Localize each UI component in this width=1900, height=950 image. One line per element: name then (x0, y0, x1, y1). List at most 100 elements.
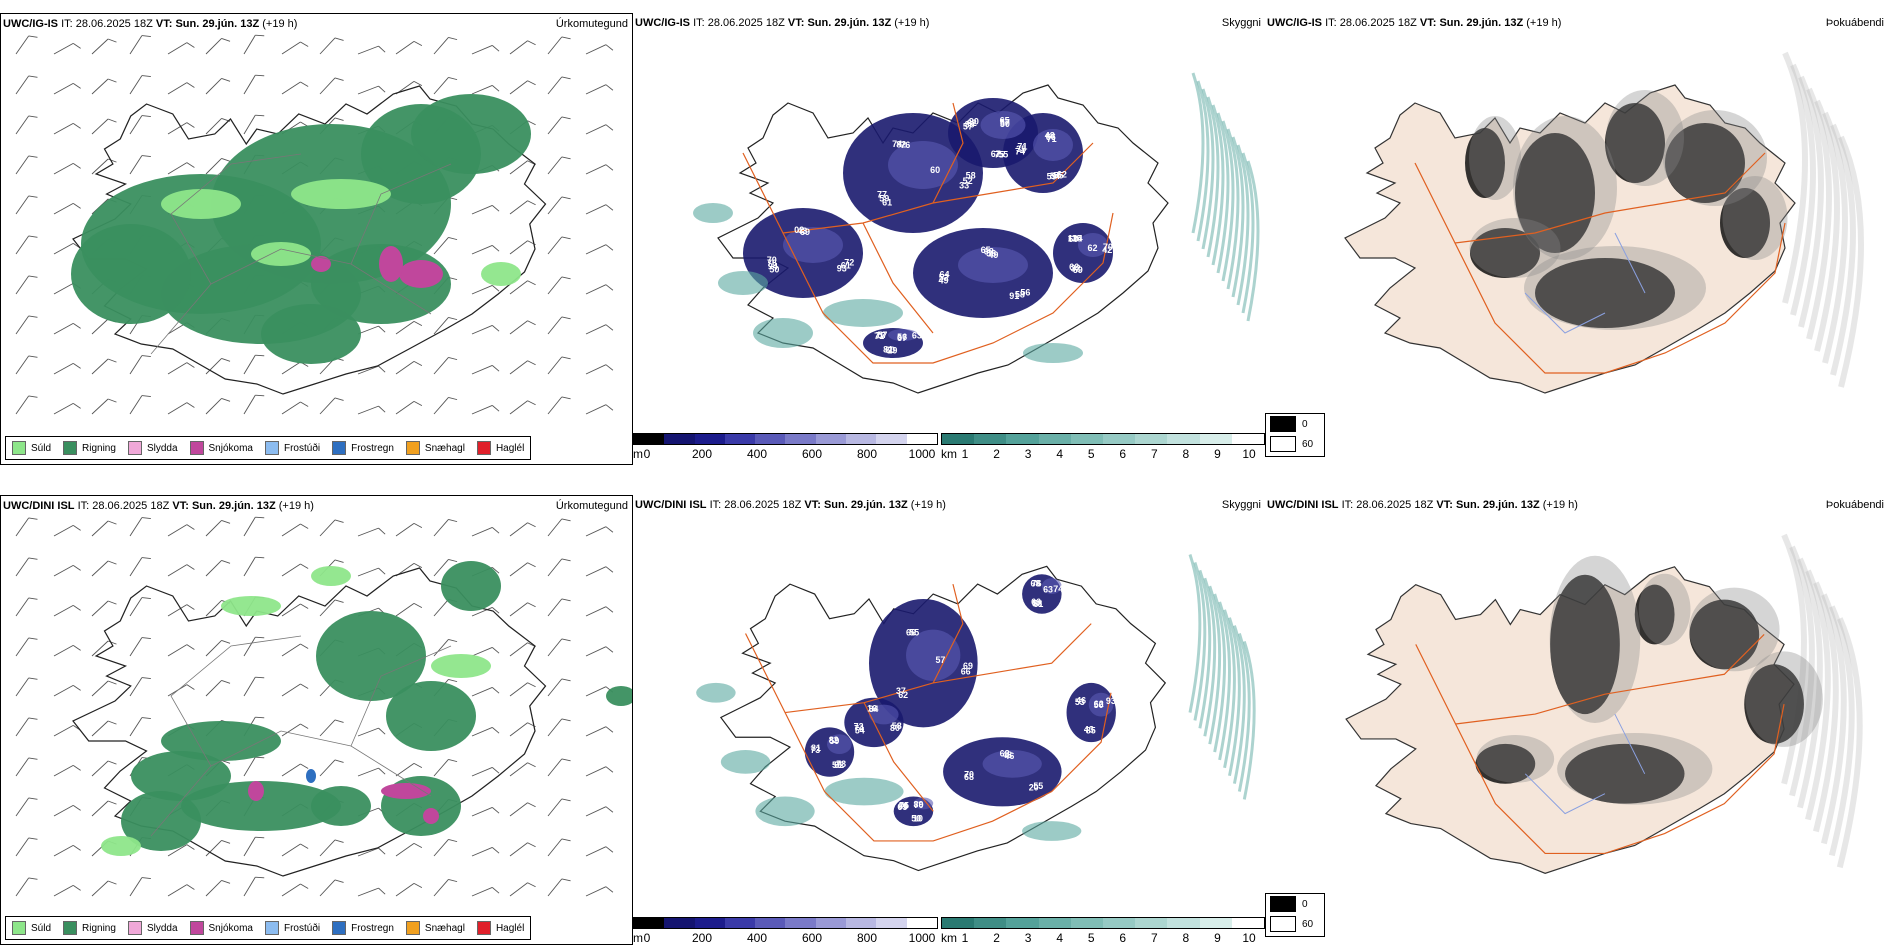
wind-barb (243, 74, 265, 95)
snow-area (423, 808, 439, 824)
wind-barb (319, 599, 344, 617)
cloud-base-label: 93 (837, 264, 847, 274)
cloud-colorbar: m 0 200 400 600 800 1000 (633, 431, 938, 465)
colorbar-tick: 1000 (908, 931, 936, 945)
colorbar-segment (1006, 434, 1039, 444)
wind-barb (243, 354, 265, 375)
wind-barb (91, 560, 117, 577)
fog-area (1557, 732, 1713, 805)
colorbar-segment (1231, 434, 1265, 444)
visibility-patch (718, 271, 768, 295)
dense-fog-area (1535, 258, 1675, 328)
road-network (1415, 634, 1785, 855)
colorbar-tick: 7 (1150, 447, 1158, 461)
legend-item: Rigning (63, 921, 116, 935)
cloud-base-label: 73 (854, 722, 864, 732)
legend-item: Snæhagl (405, 441, 465, 455)
cloud-base-label: 74 (1015, 146, 1025, 156)
cloud-base-label: 66 (1069, 262, 1079, 272)
cloud-base-label: 66 (898, 801, 908, 811)
wind-barb (167, 844, 195, 857)
cloud-base-label: 69 (963, 661, 973, 671)
cloud-base-label: 71 (874, 331, 884, 341)
cloud-base-label: 94 (768, 261, 778, 271)
cloud-base-label: 80 (965, 120, 975, 130)
wind-barb (15, 797, 38, 817)
cloud-base-label: 55 (998, 150, 1008, 160)
colorbar-tick: 0 (643, 447, 651, 461)
legend-label: Rigning (82, 442, 116, 454)
colorbar-segment (974, 918, 1007, 928)
fog-shading (1782, 51, 1808, 304)
wind-barb (281, 723, 309, 737)
cloud-area-mid (888, 329, 918, 341)
colorbar-tick: 4 (1056, 931, 1063, 945)
cloud-base-label: 53 (1075, 697, 1085, 707)
road-network (150, 635, 452, 837)
cloud-area-mid (888, 141, 958, 189)
cloud-base-label: 70 (767, 255, 777, 265)
wind-barb (53, 202, 81, 215)
wind-barb (91, 78, 117, 95)
legend-item: Snjókoma (189, 441, 253, 455)
cloud-base-label: 52 (939, 272, 949, 282)
colorbar-segment (1231, 918, 1265, 928)
wind-barb (91, 38, 117, 55)
colorbar-segment (724, 918, 756, 928)
wind-barb (167, 42, 195, 55)
cloud-base-label: 59 (829, 736, 839, 746)
wind-barb (357, 727, 386, 737)
cloud-base-label: 43 (1084, 724, 1094, 734)
cloud-base-label: 58 (1032, 598, 1042, 608)
colorbar-segment (1199, 918, 1232, 928)
wind-barb (547, 718, 571, 737)
cloud-base-label: 70 (1103, 242, 1113, 252)
wind-barb (509, 280, 536, 295)
snow-area (381, 783, 431, 799)
colorbar-segment (664, 918, 695, 928)
low-visibility-band (1237, 633, 1251, 792)
cloud-base-label: 52 (963, 176, 973, 186)
snow-area (248, 781, 264, 801)
fog-shading (1813, 581, 1839, 833)
wind-barb (15, 517, 38, 537)
legend-item: Rigning (63, 441, 116, 455)
wind-barb (471, 526, 500, 537)
wind-barb (433, 638, 458, 657)
cloud-area-mid (1033, 129, 1073, 161)
colorbar-tick: 800 (856, 447, 878, 461)
wind-barb (357, 527, 386, 537)
cloud-base-label: 76 (767, 258, 777, 268)
wind-barb (281, 603, 309, 617)
legend-label: Súld (31, 922, 52, 934)
wind-barb (53, 42, 81, 55)
wind-barb (547, 36, 571, 55)
wind-barb (585, 404, 614, 415)
colorbar-segment (906, 434, 937, 444)
cloud-base-label: 124 (1068, 233, 1083, 243)
cloud-base-label: 64 (939, 269, 949, 279)
panel-title: Þokuábendi (1825, 499, 1884, 511)
wind-barb (129, 677, 151, 697)
cloud-base-label: 46 (1004, 751, 1014, 761)
colorbar-segment (1070, 918, 1104, 928)
cloud-base-label: 91 (1009, 291, 1019, 301)
cloud-base-label: 61 (1033, 599, 1043, 609)
colorbar-tick: 8 (1182, 931, 1190, 945)
rain-area (411, 94, 531, 174)
wind-barb (243, 836, 265, 857)
cloud-area-mid (1041, 578, 1062, 595)
colorbar-tick: 6 (1119, 931, 1127, 945)
fog-area (1745, 651, 1823, 747)
wind-barb (91, 880, 117, 897)
cloud-area-mid (980, 111, 1026, 139)
wind-barb (547, 878, 571, 897)
cloud-base-label: 59 (1047, 171, 1057, 181)
low-visibility-band (1231, 136, 1245, 298)
cloud-base-label: 68 (1030, 579, 1040, 589)
fog-area (1524, 246, 1706, 330)
wind-barb (547, 598, 571, 617)
colorbar-strip (633, 917, 938, 929)
wind-barb (357, 325, 386, 335)
legend-item: Frostúði (264, 441, 320, 455)
